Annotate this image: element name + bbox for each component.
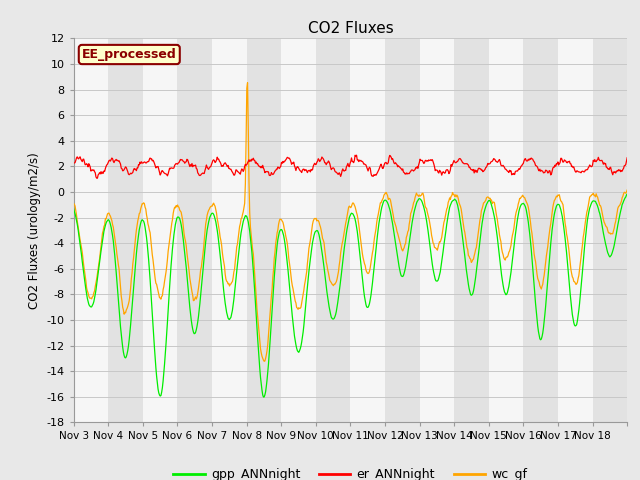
Bar bbox=[489, 38, 524, 422]
Bar bbox=[281, 38, 316, 422]
Bar bbox=[74, 38, 108, 422]
Legend: gpp_ANNnight, er_ANNnight, wc_gf: gpp_ANNnight, er_ANNnight, wc_gf bbox=[168, 463, 532, 480]
Bar bbox=[593, 38, 627, 422]
Bar bbox=[558, 38, 593, 422]
Bar bbox=[316, 38, 351, 422]
Bar bbox=[524, 38, 558, 422]
Bar bbox=[143, 38, 177, 422]
Bar bbox=[177, 38, 212, 422]
Bar bbox=[385, 38, 420, 422]
Y-axis label: CO2 Fluxes (urology/m2/s): CO2 Fluxes (urology/m2/s) bbox=[28, 152, 41, 309]
Title: CO2 Fluxes: CO2 Fluxes bbox=[308, 21, 393, 36]
Bar bbox=[351, 38, 385, 422]
Text: EE_processed: EE_processed bbox=[82, 48, 177, 61]
Bar bbox=[454, 38, 489, 422]
Bar bbox=[420, 38, 454, 422]
Bar bbox=[108, 38, 143, 422]
Bar bbox=[246, 38, 281, 422]
Bar bbox=[212, 38, 246, 422]
